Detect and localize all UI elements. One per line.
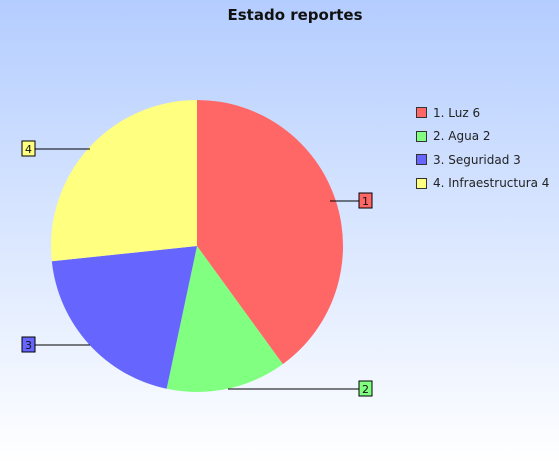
- slice-label-box-4: [21, 140, 36, 157]
- slice-label-box-1: [358, 192, 373, 209]
- legend-swatch-2: [416, 130, 427, 142]
- legend-item-1: 1. Luz 6: [416, 101, 549, 125]
- legend-swatch-3: [416, 154, 427, 166]
- legend-swatch-1: [416, 107, 427, 119]
- legend-label-4: 4. Infraestructura 4: [433, 176, 550, 191]
- slice-label-box-2: [358, 380, 373, 397]
- chart-title: Estado reportes: [227, 6, 363, 24]
- legend-label-3: 3. Seguridad 3: [433, 152, 521, 167]
- pie-slice-2: [166, 246, 283, 392]
- slice-label-2: 2: [362, 383, 369, 396]
- slice-label-3: 3: [25, 339, 32, 352]
- legend-swatch-4: [416, 177, 427, 189]
- slice-label-1: 1: [362, 195, 369, 208]
- slice-label-box-3: [21, 336, 36, 353]
- legend-item-2: 2. Agua 2: [416, 125, 549, 149]
- legend-item-4: 4. Infraestructura 4: [416, 172, 549, 196]
- slice-label-4: 4: [25, 143, 32, 156]
- legend: 1. Luz 6 2. Agua 2 3. Seguridad 3 4. Inf…: [416, 101, 549, 195]
- pie-slice-3: [51, 246, 197, 389]
- pie-slice-4: [51, 100, 197, 262]
- legend-label-1: 1. Luz 6: [433, 105, 481, 120]
- pie-slice-1: [197, 100, 343, 365]
- legend-label-2: 2. Agua 2: [433, 129, 491, 144]
- legend-item-3: 3. Seguridad 3: [416, 148, 549, 172]
